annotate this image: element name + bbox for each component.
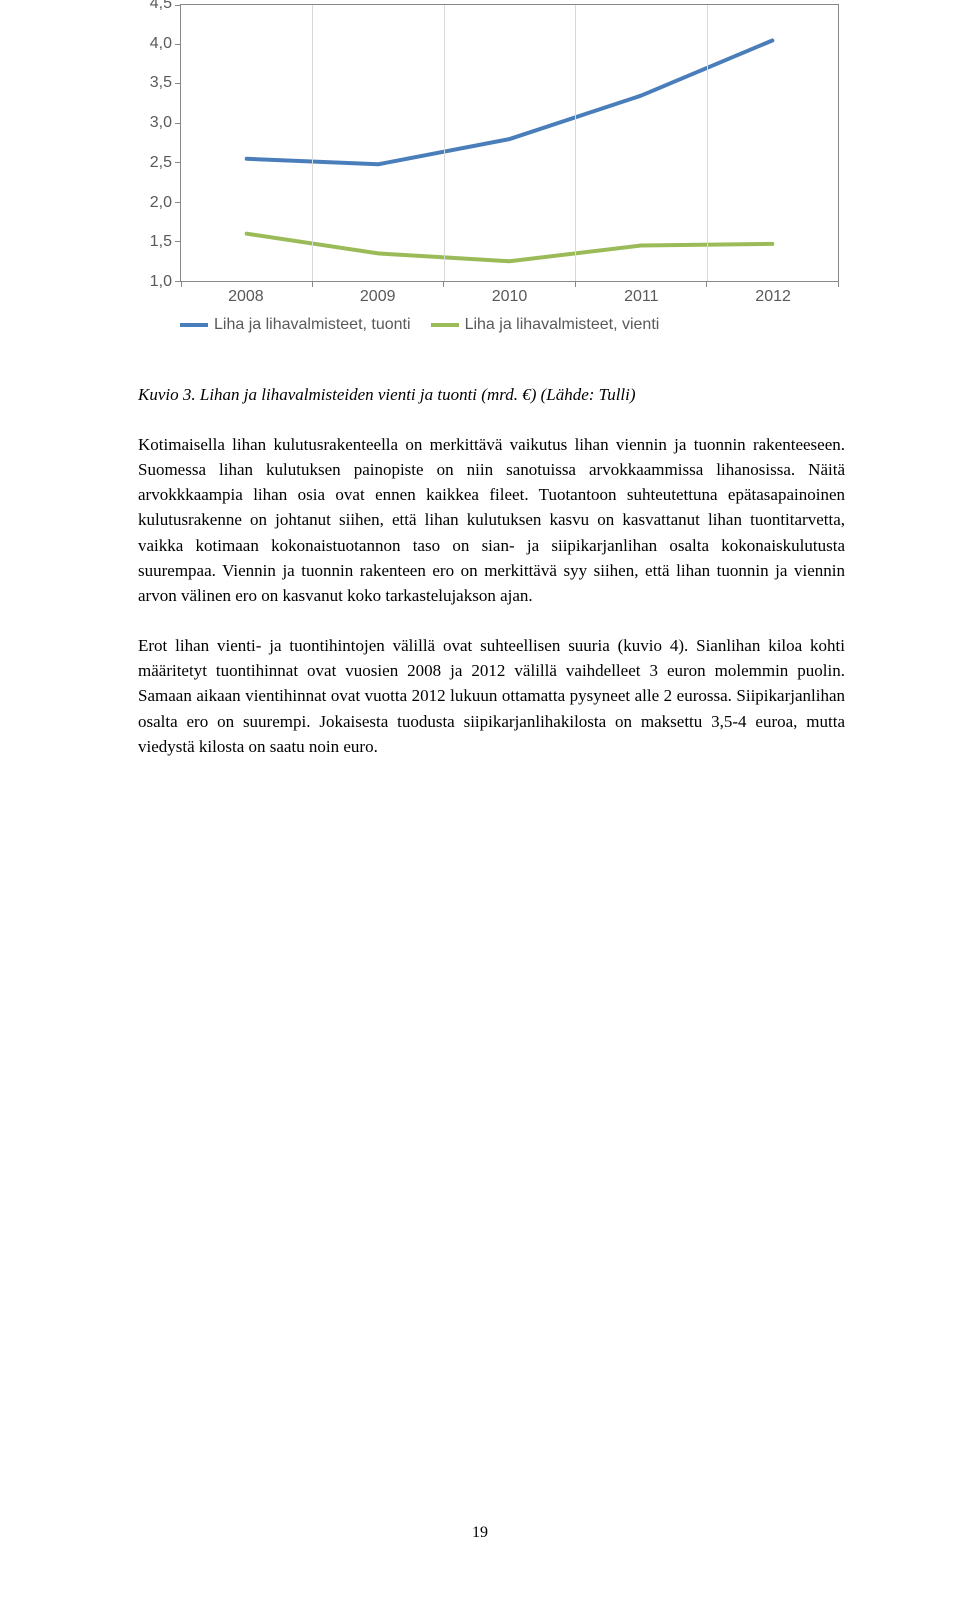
legend-item: Liha ja lihavalmisteet, tuonti <box>180 316 411 334</box>
x-tick-label: 2012 <box>755 288 791 306</box>
paragraph-1: Kotimaisella lihan kulutusrakenteella on… <box>138 432 845 608</box>
y-tick-label: 3,5 <box>150 74 172 92</box>
legend-swatch <box>180 323 208 327</box>
legend-label: Liha ja lihavalmisteet, tuonti <box>214 316 411 334</box>
legend-label: Liha ja lihavalmisteet, vienti <box>465 316 660 334</box>
legend-item: Liha ja lihavalmisteet, vienti <box>431 316 660 334</box>
legend-swatch <box>431 323 459 327</box>
y-tick-label: 1,0 <box>150 273 172 291</box>
chart-caption: Kuvio 3. Lihan ja lihavalmisteiden vient… <box>138 384 845 407</box>
y-tick-label: 4,5 <box>150 0 172 13</box>
line-chart: 1,0 1,5 2,0 2,5 3,0 3,5 4,0 4,5 2008 2009 2010 201… <box>138 0 845 310</box>
caption-text: Lihan ja lihavalmisteiden vienti ja tuon… <box>196 385 636 404</box>
y-tick-label: 2,0 <box>150 194 172 212</box>
chart-legend: Liha ja lihavalmisteet, tuonti Liha ja li… <box>138 316 845 334</box>
y-tick-label: 4,0 <box>150 35 172 53</box>
chart-lines <box>181 5 838 281</box>
x-tick-label: 2009 <box>360 288 396 306</box>
x-tick-label: 2010 <box>492 288 528 306</box>
caption-prefix: Kuvio 3. <box>138 385 196 404</box>
y-tick-label: 3,0 <box>150 114 172 132</box>
paragraph-2: Erot lihan vienti- ja tuontihintojen väl… <box>138 633 845 759</box>
x-tick-label: 2008 <box>228 288 264 306</box>
x-tick-label: 2011 <box>624 288 658 306</box>
x-axis-labels: 2008 2009 2010 2011 2012 <box>180 286 839 310</box>
y-tick-label: 1,5 <box>150 233 172 251</box>
y-tick-label: 2,5 <box>150 154 172 172</box>
chart-container: 1,0 1,5 2,0 2,5 3,0 3,5 4,0 4,5 2008 2009 2010 201… <box>138 0 845 370</box>
y-axis-labels: 1,01,52,02,53,03,54,04,5 <box>138 4 176 282</box>
plot-area <box>180 4 839 282</box>
page-number: 19 <box>0 1524 960 1542</box>
